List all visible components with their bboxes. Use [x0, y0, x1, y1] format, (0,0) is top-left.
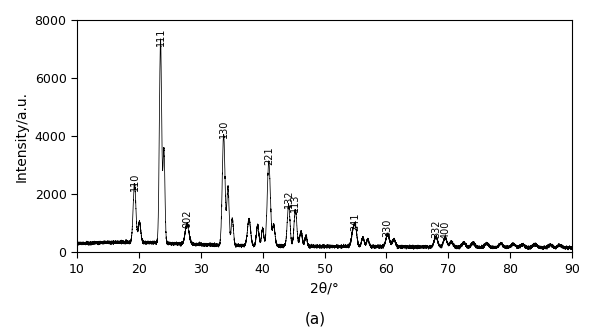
Text: 332: 332 [431, 220, 441, 238]
Y-axis label: Intensity/a.u.: Intensity/a.u. [15, 91, 29, 182]
Text: 002: 002 [182, 210, 192, 228]
Text: 221: 221 [264, 146, 274, 165]
Text: 241: 241 [350, 212, 361, 231]
Text: 400: 400 [440, 221, 450, 240]
Text: 132: 132 [284, 190, 293, 208]
Text: 110: 110 [130, 172, 139, 191]
Text: (a): (a) [305, 312, 326, 327]
Text: 111: 111 [155, 27, 165, 46]
X-axis label: 2θ/°: 2θ/° [310, 281, 339, 295]
Text: 113: 113 [290, 194, 300, 212]
Text: 330: 330 [383, 218, 393, 237]
Text: 130: 130 [218, 120, 228, 139]
